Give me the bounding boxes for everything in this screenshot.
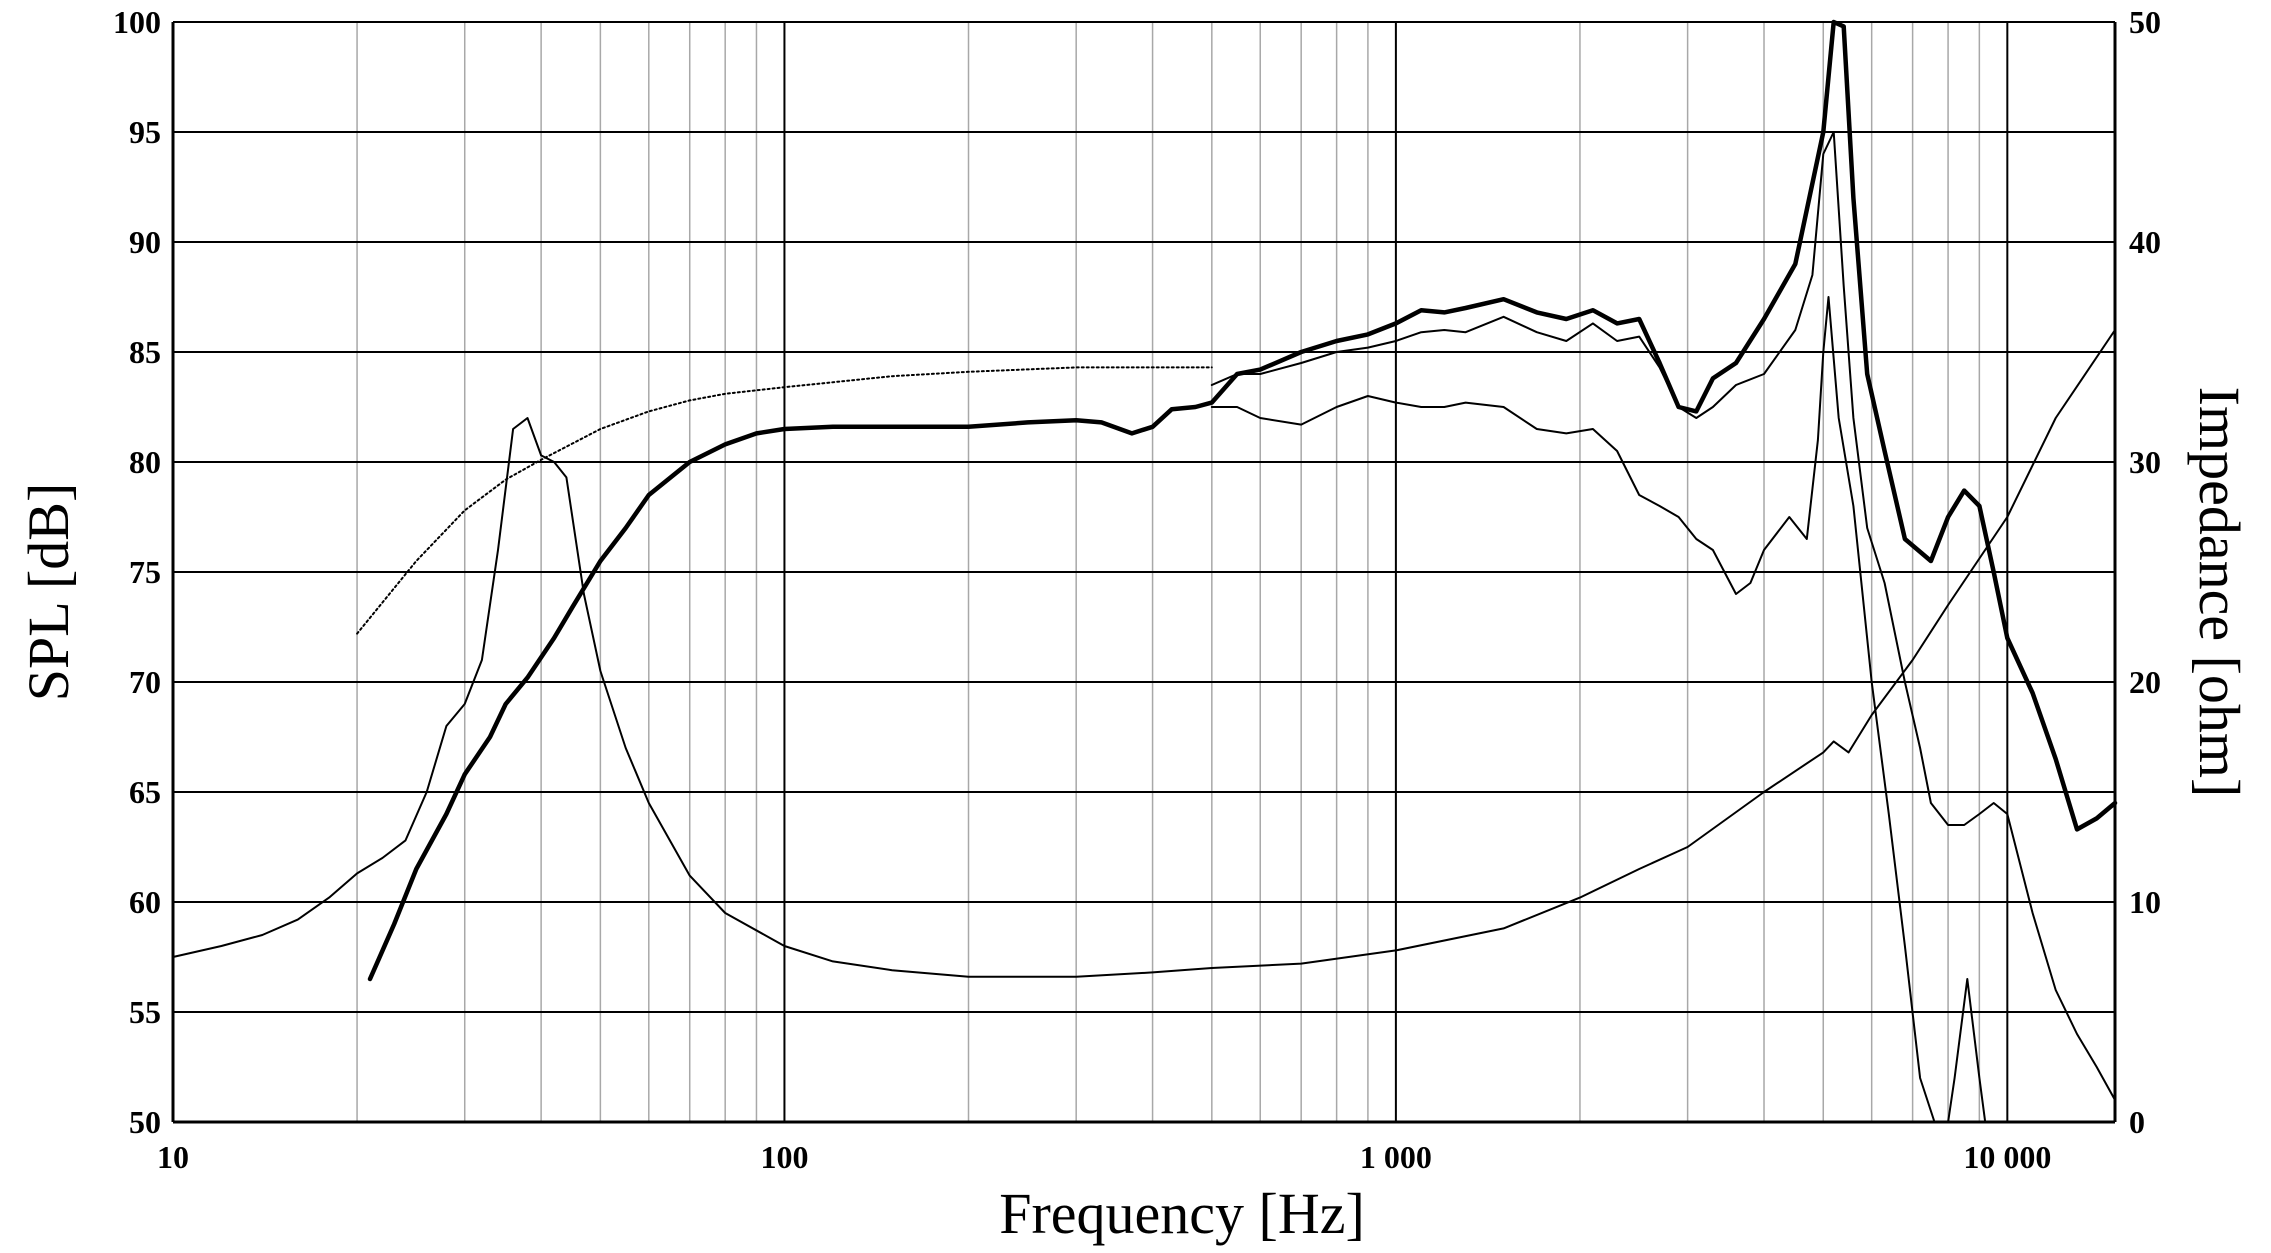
series-line-2 xyxy=(367,19,2118,982)
y-tick-label: 75 xyxy=(129,554,161,590)
x-axis-title: Frequency [Hz] xyxy=(999,1181,1365,1246)
y2-tick-label: 30 xyxy=(2129,444,2161,480)
series-line-5 xyxy=(172,329,2116,978)
x-tick-label: 10 xyxy=(157,1139,189,1175)
series-line-1 xyxy=(356,366,1213,635)
x-tick-label: 10 000 xyxy=(1963,1139,2051,1175)
y-tick-label: 80 xyxy=(129,444,161,480)
frame-layer xyxy=(171,22,2117,1124)
series-line-4 xyxy=(1210,296,1987,1123)
y2-tick-label: 10 xyxy=(2129,884,2161,920)
y-tick-label: 95 xyxy=(129,114,161,150)
series-line-3 xyxy=(1210,131,2116,1101)
y2-tick-label: 40 xyxy=(2129,224,2161,260)
y-tick-label: 70 xyxy=(129,664,161,700)
y-tick-label: 100 xyxy=(113,4,161,40)
y-tick-label: 50 xyxy=(129,1104,161,1140)
y2-tick-label: 0 xyxy=(2129,1104,2145,1140)
y-tick-label: 55 xyxy=(129,994,161,1030)
x-tick-label: 1 000 xyxy=(1360,1139,1432,1175)
y-axis-title: SPL [dB] xyxy=(16,483,81,702)
x-tick-label: 100 xyxy=(760,1139,808,1175)
y-tick-label: 90 xyxy=(129,224,161,260)
y2-tick-label: 20 xyxy=(2129,664,2161,700)
y-tick-label: 65 xyxy=(129,774,161,810)
y2-tick-label: 50 xyxy=(2129,4,2161,40)
y-tick-label: 60 xyxy=(129,884,161,920)
y2-axis-title: Impedance [ohm] xyxy=(2187,387,2252,798)
grid-layer xyxy=(172,21,2115,1123)
y-tick-label: 85 xyxy=(129,334,161,370)
series-layer xyxy=(172,19,2118,1123)
